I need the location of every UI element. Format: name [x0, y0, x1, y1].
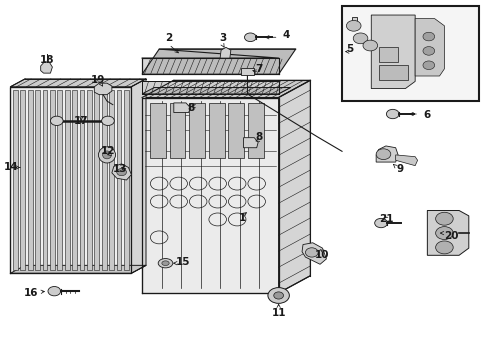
Polygon shape: [189, 103, 204, 158]
Polygon shape: [10, 87, 131, 273]
Ellipse shape: [102, 151, 111, 159]
Circle shape: [375, 149, 390, 159]
Polygon shape: [109, 90, 114, 270]
Polygon shape: [228, 103, 244, 158]
Polygon shape: [395, 155, 417, 166]
Text: 3: 3: [219, 33, 226, 43]
Text: 4: 4: [282, 30, 289, 40]
Polygon shape: [378, 65, 407, 80]
Text: 14: 14: [4, 162, 19, 172]
Polygon shape: [42, 90, 47, 270]
Circle shape: [273, 292, 283, 299]
Polygon shape: [375, 146, 397, 162]
Polygon shape: [20, 90, 25, 270]
Polygon shape: [80, 90, 84, 270]
Polygon shape: [50, 90, 55, 270]
Ellipse shape: [158, 258, 172, 268]
Polygon shape: [427, 211, 468, 255]
Circle shape: [435, 241, 452, 254]
Bar: [341, 6, 478, 101]
Text: 20: 20: [444, 231, 458, 240]
Polygon shape: [35, 90, 40, 270]
Polygon shape: [173, 103, 190, 113]
Text: 9: 9: [396, 164, 403, 174]
Circle shape: [352, 33, 367, 44]
Text: 8: 8: [255, 132, 262, 142]
Polygon shape: [124, 90, 128, 270]
Polygon shape: [28, 90, 33, 270]
Text: 1: 1: [238, 213, 245, 222]
Polygon shape: [87, 90, 92, 270]
Circle shape: [117, 168, 126, 176]
Circle shape: [374, 219, 386, 228]
Polygon shape: [348, 17, 356, 28]
Text: 17: 17: [74, 116, 88, 126]
Polygon shape: [116, 90, 121, 270]
Polygon shape: [142, 98, 278, 293]
Polygon shape: [142, 87, 290, 94]
Ellipse shape: [162, 261, 169, 266]
Polygon shape: [94, 83, 112, 95]
Circle shape: [422, 61, 434, 69]
Text: 18: 18: [40, 55, 54, 65]
Circle shape: [386, 109, 398, 119]
Text: 19: 19: [91, 75, 105, 85]
Polygon shape: [150, 103, 165, 158]
Polygon shape: [10, 79, 146, 87]
Circle shape: [435, 226, 452, 239]
Polygon shape: [57, 90, 62, 270]
Text: 21: 21: [378, 215, 392, 224]
Polygon shape: [64, 90, 69, 270]
Circle shape: [422, 32, 434, 41]
Text: 11: 11: [271, 308, 285, 318]
Polygon shape: [102, 90, 106, 270]
Circle shape: [50, 116, 63, 126]
Polygon shape: [169, 103, 185, 158]
Polygon shape: [94, 90, 99, 270]
Text: 13: 13: [113, 164, 127, 174]
Polygon shape: [378, 47, 397, 62]
Circle shape: [422, 46, 434, 55]
Text: 6: 6: [423, 111, 430, 121]
Polygon shape: [142, 80, 310, 98]
Text: 12: 12: [101, 146, 115, 156]
Polygon shape: [142, 58, 278, 74]
Circle shape: [435, 212, 452, 225]
Ellipse shape: [98, 147, 115, 163]
Polygon shape: [72, 90, 77, 270]
Text: 2: 2: [165, 33, 172, 43]
Polygon shape: [243, 138, 258, 148]
Text: 5: 5: [345, 44, 352, 54]
Circle shape: [362, 40, 377, 51]
Text: 7: 7: [255, 64, 262, 74]
Polygon shape: [142, 81, 278, 94]
Polygon shape: [220, 47, 230, 58]
Polygon shape: [247, 103, 263, 158]
Polygon shape: [112, 164, 131, 180]
Text: 16: 16: [23, 288, 38, 298]
Circle shape: [48, 287, 61, 296]
Circle shape: [346, 21, 360, 31]
Polygon shape: [10, 265, 146, 273]
Polygon shape: [278, 80, 310, 293]
Polygon shape: [41, 62, 52, 73]
Circle shape: [305, 248, 318, 257]
Polygon shape: [131, 79, 146, 273]
Text: 15: 15: [176, 257, 190, 267]
Text: 8: 8: [187, 103, 194, 113]
Polygon shape: [208, 103, 224, 158]
Circle shape: [267, 288, 289, 303]
Polygon shape: [13, 90, 18, 270]
Circle shape: [244, 33, 256, 41]
Circle shape: [102, 116, 114, 126]
Polygon shape: [302, 243, 326, 264]
Polygon shape: [370, 15, 414, 89]
Polygon shape: [142, 49, 295, 74]
Polygon shape: [414, 19, 444, 76]
Text: 10: 10: [315, 250, 329, 260]
Polygon shape: [240, 68, 254, 75]
